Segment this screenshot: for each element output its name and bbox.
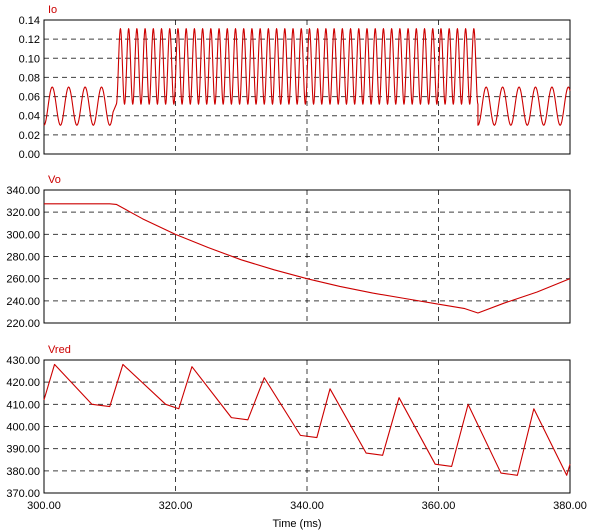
io-series-line (43, 28, 571, 126)
vred-y-tick: 400.00 (6, 422, 40, 434)
vred-title: Vred (48, 344, 71, 356)
vred-series-line (43, 363, 571, 476)
vred-y-tick: 430.00 (6, 355, 40, 367)
io-title: Io (48, 4, 57, 16)
vred-y-tick: 410.00 (6, 399, 40, 411)
vred-x-tick: 340.00 (290, 500, 324, 512)
vred-panel-frame (43, 359, 571, 494)
vo-y-tick: 300.00 (6, 229, 40, 241)
vred-y-tick: 390.00 (6, 444, 40, 456)
vred-x-tick: 380.00 (553, 500, 587, 512)
vo-title: Vo (48, 174, 61, 186)
io-y-tick: 0.08 (19, 72, 40, 84)
vo-y-tick: 240.00 (6, 296, 40, 308)
vo-y-tick: 260.00 (6, 274, 40, 286)
vred-x-tick: 300.00 (27, 500, 61, 512)
io-y-tick: 0.02 (19, 130, 40, 142)
vo-y-tick: 220.00 (6, 318, 40, 330)
io-y-tick: 0.06 (19, 92, 40, 104)
vred-y-tick: 420.00 (6, 377, 40, 389)
vo-y-tick: 340.00 (6, 185, 40, 197)
vred-y-tick: 370.00 (6, 488, 40, 500)
vred-x-tick: 360.00 (422, 500, 456, 512)
vo-panel-frame (43, 189, 571, 324)
io-y-tick: 0.00 (19, 149, 40, 161)
io-y-tick: 0.12 (19, 34, 40, 46)
x-axis-label: Time (ms) (272, 518, 321, 530)
io-panel-frame (43, 19, 571, 155)
io-y-tick: 0.04 (19, 111, 40, 123)
vred-y-tick: 380.00 (6, 466, 40, 478)
io-y-tick: 0.10 (19, 53, 40, 65)
io-y-tick: 0.14 (19, 15, 40, 27)
vred-x-tick: 320.00 (159, 500, 193, 512)
vo-series-line (44, 203, 571, 314)
vo-y-tick: 280.00 (6, 252, 40, 264)
vo-y-tick: 320.00 (6, 207, 40, 219)
